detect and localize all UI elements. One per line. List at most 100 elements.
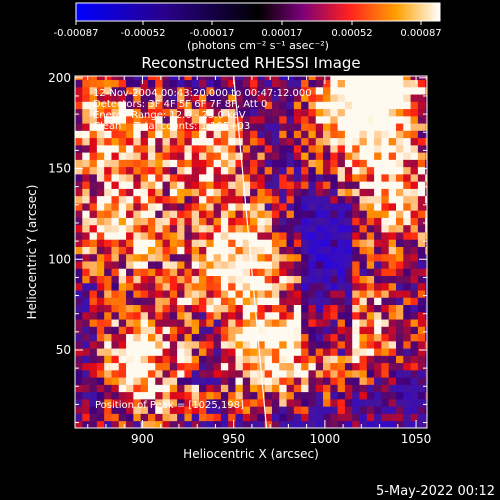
heatmap-cell: [301, 130, 309, 139]
heatmap-cell: [250, 166, 258, 175]
heatmap-cell: [308, 195, 317, 204]
heatmap-cell: [111, 398, 120, 407]
heatmap-cell: [147, 144, 156, 153]
heatmap-cell: [140, 268, 149, 276]
heatmap-cell: [257, 304, 266, 313]
heatmap-cell: [271, 420, 280, 428]
heatmap-cell: [147, 282, 156, 291]
heatmap-cell: [213, 348, 222, 356]
heatmap-cell: [323, 246, 331, 255]
heatmap-cell: [359, 304, 368, 313]
heatmap-cell: [330, 86, 339, 95]
heatmap-cell: [89, 152, 98, 160]
heatmap-cell: [257, 282, 266, 291]
heatmap-cell: [82, 275, 90, 284]
heatmap-cell: [82, 282, 90, 291]
heatmap-cell: [388, 152, 397, 160]
heatmap-cell: [235, 268, 244, 276]
heatmap-cell: [96, 377, 105, 385]
heatmap-cell: [184, 195, 193, 204]
heatmap-cell: [395, 173, 404, 182]
heatmap-cell: [82, 384, 90, 393]
heatmap-cell: [330, 290, 339, 298]
heatmap-cell: [111, 79, 120, 88]
heatmap-cell: [410, 173, 419, 182]
heatmap-cell: [264, 181, 273, 189]
heatmap-cell: [126, 406, 134, 414]
heatmap-cell: [133, 282, 142, 291]
heatmap-cell: [337, 79, 346, 88]
heatmap-cell: [257, 86, 266, 95]
heatmap-cell: [126, 413, 134, 422]
heatmap-cell: [111, 413, 120, 422]
heatmap-cell: [118, 319, 127, 327]
heatmap-cell: [366, 369, 375, 378]
heatmap-cell: [191, 355, 200, 364]
heatmap-cell: [279, 253, 287, 262]
heatmap-cell: [279, 232, 287, 240]
heatmap-cell: [82, 261, 90, 269]
heatmap-cell: [352, 239, 360, 247]
heatmap-cell: [337, 246, 346, 255]
heatmap-cell: [308, 406, 317, 414]
heatmap-cell: [118, 340, 127, 349]
heatmap-cell: [191, 246, 200, 255]
heatmap-cell: [235, 362, 244, 371]
annotation-clean-counts: Clean Total counts: 1.10E+03: [93, 121, 250, 132]
heatmap-cell: [220, 115, 229, 124]
heatmap-cell: [104, 115, 112, 124]
heatmap-cell: [366, 94, 375, 102]
heatmap-cell: [220, 101, 229, 110]
heatmap-cell: [271, 406, 280, 414]
heatmap-cell: [82, 326, 90, 335]
heatmap-cell: [359, 188, 368, 197]
heatmap-cell: [133, 261, 142, 269]
heatmap-cell: [155, 413, 163, 422]
heatmap-cell: [395, 181, 404, 189]
heatmap-cell: [118, 217, 127, 226]
heatmap-cell: [155, 261, 163, 269]
heatmap-cell: [344, 362, 353, 371]
heatmap-cell: [162, 362, 171, 371]
heatmap-cell: [191, 384, 200, 393]
heatmap-cell: [155, 311, 163, 320]
heatmap-cell: [177, 348, 185, 356]
heatmap-cell: [147, 369, 156, 378]
heatmap-cell: [104, 326, 112, 335]
heatmap-cell: [293, 340, 302, 349]
heatmap-cell: [155, 217, 163, 226]
heatmap-cell: [75, 173, 83, 182]
heatmap-cell: [381, 413, 390, 422]
heatmap-cell: [162, 333, 171, 342]
heatmap-cell: [177, 326, 185, 335]
heatmap-cell: [162, 159, 171, 168]
heatmap-cell: [286, 130, 295, 139]
heatmap-cell: [75, 232, 83, 240]
heatmap-cell: [96, 137, 105, 146]
heatmap-cell: [213, 355, 222, 364]
heatmap-cell: [403, 261, 411, 269]
heatmap-cell: [191, 195, 200, 204]
heatmap-cell: [315, 123, 324, 131]
heatmap-cell: [301, 210, 309, 218]
heatmap-cell: [337, 406, 346, 414]
heatmap-cell: [155, 232, 163, 240]
heatmap-cell: [323, 173, 331, 182]
heatmap-cell: [264, 261, 273, 269]
heatmap-cell: [155, 369, 163, 378]
heatmap-cell: [293, 203, 302, 211]
heatmap-cell: [169, 76, 178, 81]
heatmap-cell: [140, 282, 149, 291]
heatmap-cell: [169, 413, 178, 422]
heatmap-cell: [140, 166, 149, 175]
heatmap-cell: [403, 181, 411, 189]
heatmap-cell: [111, 391, 120, 400]
heatmap-cell: [169, 239, 178, 247]
heatmap-cell: [140, 297, 149, 306]
heatmap-cell: [388, 210, 397, 218]
heatmap-cell: [235, 297, 244, 306]
heatmap-cell: [89, 130, 98, 139]
heatmap-cell: [89, 224, 98, 233]
heatmap-cell: [293, 384, 302, 393]
heatmap-cell: [228, 253, 236, 262]
